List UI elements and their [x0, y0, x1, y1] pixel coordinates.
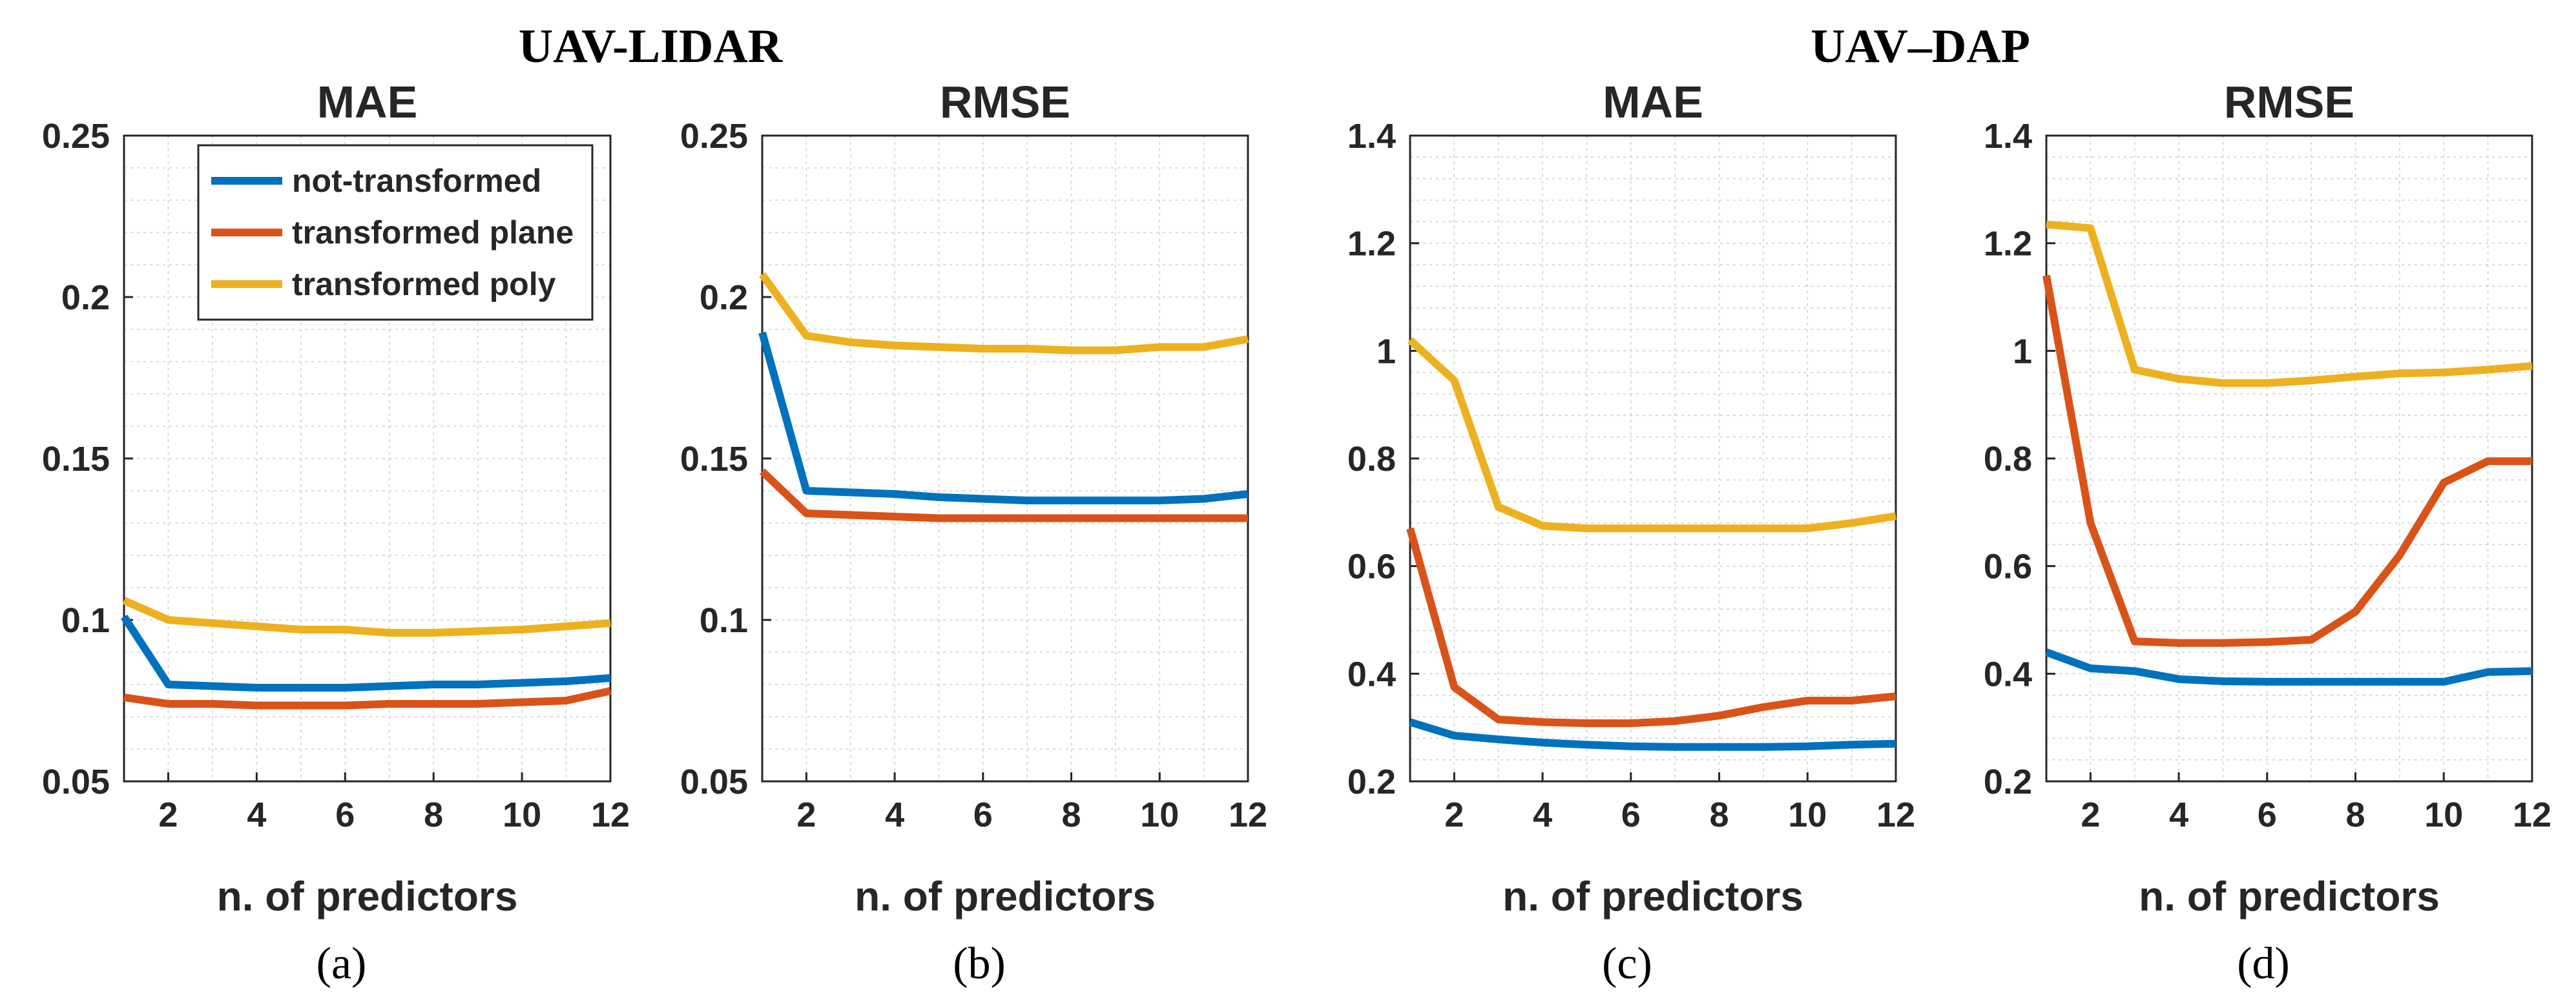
x-tick-label: 10 — [2424, 796, 2463, 834]
x-tick-label: 12 — [2513, 796, 2551, 834]
x-tick-label: 6 — [1621, 796, 1641, 834]
series-line-not-transformed — [758, 331, 1249, 504]
series-line-not-transformed — [1409, 718, 1896, 751]
series-line-transformed-plane — [123, 687, 612, 710]
y-tick-label: 0.8 — [1347, 440, 1396, 478]
x-tick-label: 4 — [1533, 796, 1552, 834]
series-line-transformed-poly — [759, 272, 1249, 355]
legend-label: transformed plane — [292, 214, 574, 251]
x-tick-label: 8 — [1062, 796, 1081, 834]
y-tick-label: 1.4 — [1347, 117, 1396, 156]
series-line-transformed-plane — [1406, 527, 1896, 727]
x-tick-label: 4 — [885, 796, 904, 834]
y-tick-label: 0.1 — [700, 601, 748, 640]
x-tick-label: 2 — [158, 796, 178, 834]
panel-title: RMSE — [940, 77, 1070, 127]
series-line-transformed-poly — [122, 597, 611, 637]
x-tick-label: 10 — [503, 796, 541, 834]
x-tick-label: 8 — [1710, 796, 1729, 834]
x-tick-label: 6 — [973, 796, 993, 834]
x-tick-label: 12 — [591, 796, 630, 834]
y-tick-label: 1.4 — [1984, 117, 2032, 156]
series-line-not-transformed — [120, 614, 611, 692]
x-tick-label: 2 — [796, 796, 816, 834]
x-tick-label: 8 — [2346, 796, 2365, 834]
y-tick-label: 0.1 — [61, 601, 110, 640]
x-tick-label: 8 — [424, 796, 443, 834]
panel-title: MAE — [1603, 77, 1703, 127]
y-tick-label: 0.2 — [1984, 763, 2032, 801]
y-tick-label: 0.25 — [680, 117, 748, 156]
x-axis-label: n. of predictors — [2139, 873, 2440, 920]
y-tick-label: 0.2 — [1347, 763, 1396, 801]
y-tick-label: 1.2 — [1984, 225, 2032, 263]
y-tick-label: 0.05 — [42, 763, 110, 801]
y-tick-label: 0.05 — [680, 763, 748, 801]
x-axis-label: n. of predictors — [217, 873, 518, 920]
chart-panel-4: 2 4 6 8 10 12 0.2 0.4 0.6 0.8 1 1.2 1.4 RMSE n. of pre… — [1984, 77, 2551, 989]
x-tick-label: 12 — [1229, 796, 1267, 834]
panel-title: RMSE — [2224, 77, 2354, 127]
y-tick-label: 1.2 — [1347, 225, 1396, 263]
series-line-transformed-poly — [2046, 220, 2533, 387]
x-axis-label: n. of predictors — [855, 873, 1156, 920]
x-tick-label: 2 — [2081, 796, 2100, 834]
panel-label: (c) — [1602, 939, 1652, 989]
panel-label: (b) — [953, 939, 1006, 989]
x-axis-label: n. of predictors — [1502, 873, 1803, 920]
y-tick-label: 0.6 — [1347, 548, 1396, 586]
y-tick-label: 0.4 — [1347, 655, 1396, 694]
panel-label: (a) — [317, 939, 367, 989]
y-tick-label: 0.15 — [680, 440, 748, 478]
x-tick-label: 10 — [1788, 796, 1827, 834]
y-tick-label: 0.25 — [42, 117, 110, 156]
series-line-transformed-plane — [759, 468, 1248, 522]
y-tick-label: 0.6 — [1984, 548, 2032, 586]
chart-panel-1: 2 4 6 8 10 12 0.05 0.1 0.15 0.2 0.25 MAE n. of predi… — [42, 77, 630, 989]
group-title-uav-dap: UAV–DAP — [1811, 20, 2030, 73]
x-tick-label: 4 — [247, 796, 266, 834]
series-line-not-transformed — [2044, 648, 2533, 686]
x-tick-label: 10 — [1140, 796, 1179, 834]
x-tick-label: 2 — [1444, 796, 1464, 834]
chart-panel-2: 2 4 6 8 10 12 0.05 0.1 0.15 0.2 0.25 RMSE n. of pred… — [680, 77, 1267, 989]
panel-title: MAE — [317, 77, 418, 127]
legend-label: transformed poly — [292, 266, 556, 302]
x-tick-label: 6 — [2258, 796, 2277, 834]
y-tick-label: 0.2 — [61, 278, 110, 317]
x-tick-label: 12 — [1876, 796, 1915, 834]
y-tick-label: 0.4 — [1984, 655, 2032, 694]
x-tick-label: 4 — [2169, 796, 2188, 834]
x-tick-label: 6 — [335, 796, 355, 834]
series-line-transformed-plane — [2042, 274, 2532, 647]
y-tick-label: 0.15 — [42, 440, 110, 478]
group-title-uav-lidar: UAV-LIDAR — [519, 20, 784, 73]
y-tick-label: 1 — [2013, 332, 2032, 371]
legend-label: not-transformed — [292, 163, 541, 199]
y-tick-label: 0.2 — [700, 278, 748, 317]
chart-panel-3: 2 4 6 8 10 12 0.2 0.4 0.6 0.8 1 1.2 1.4 MAE n. of pred… — [1347, 77, 1915, 989]
y-tick-label: 1 — [1376, 332, 1396, 371]
y-tick-label: 0.8 — [1984, 440, 2032, 478]
series-line-transformed-poly — [1407, 337, 1896, 533]
panel-label: (d) — [2237, 939, 2290, 989]
